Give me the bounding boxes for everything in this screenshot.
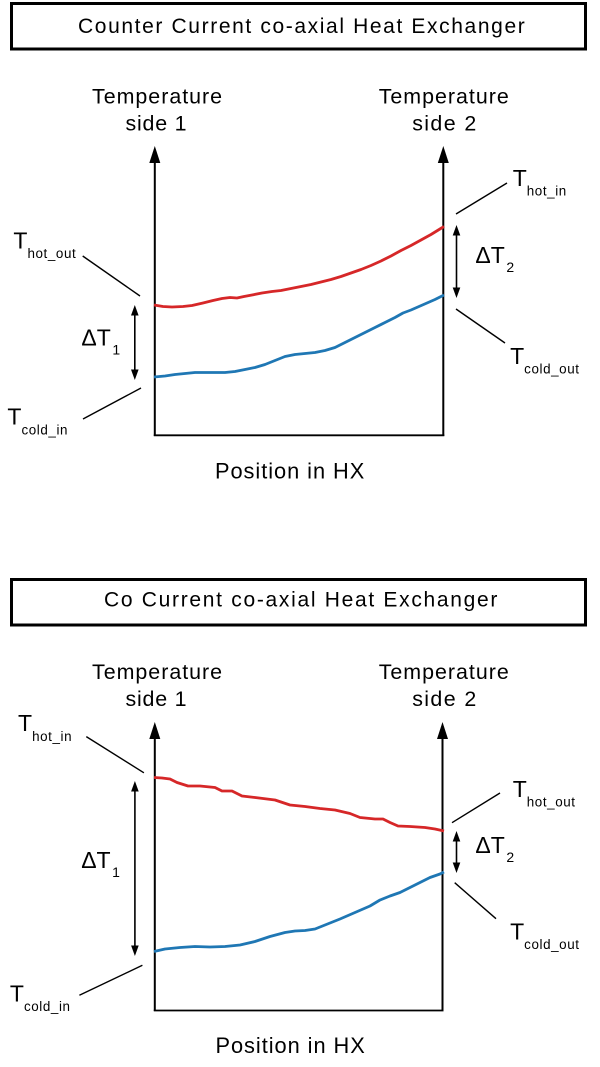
svg-text:Temperature: Temperature: [92, 84, 223, 108]
svg-text:Position in HX: Position in HX: [216, 1033, 366, 1058]
svg-text:Temperature: Temperature: [379, 84, 510, 108]
svg-text:side 1: side 1: [126, 687, 188, 711]
svg-text:Temperature: Temperature: [92, 660, 223, 684]
svg-text:Co Current co-axial Heat Excha: Co Current co-axial Heat Exchanger: [104, 589, 499, 612]
svg-text:side 2: side 2: [412, 112, 477, 136]
svg-text:Counter Current co-axial Heat: Counter Current co-axial Heat Exchanger: [78, 15, 526, 38]
svg-text:Position in HX: Position in HX: [215, 458, 365, 483]
svg-text:Temperature: Temperature: [379, 660, 510, 684]
svg-text:side 1: side 1: [126, 112, 188, 136]
svg-text:side 2: side 2: [412, 687, 477, 711]
